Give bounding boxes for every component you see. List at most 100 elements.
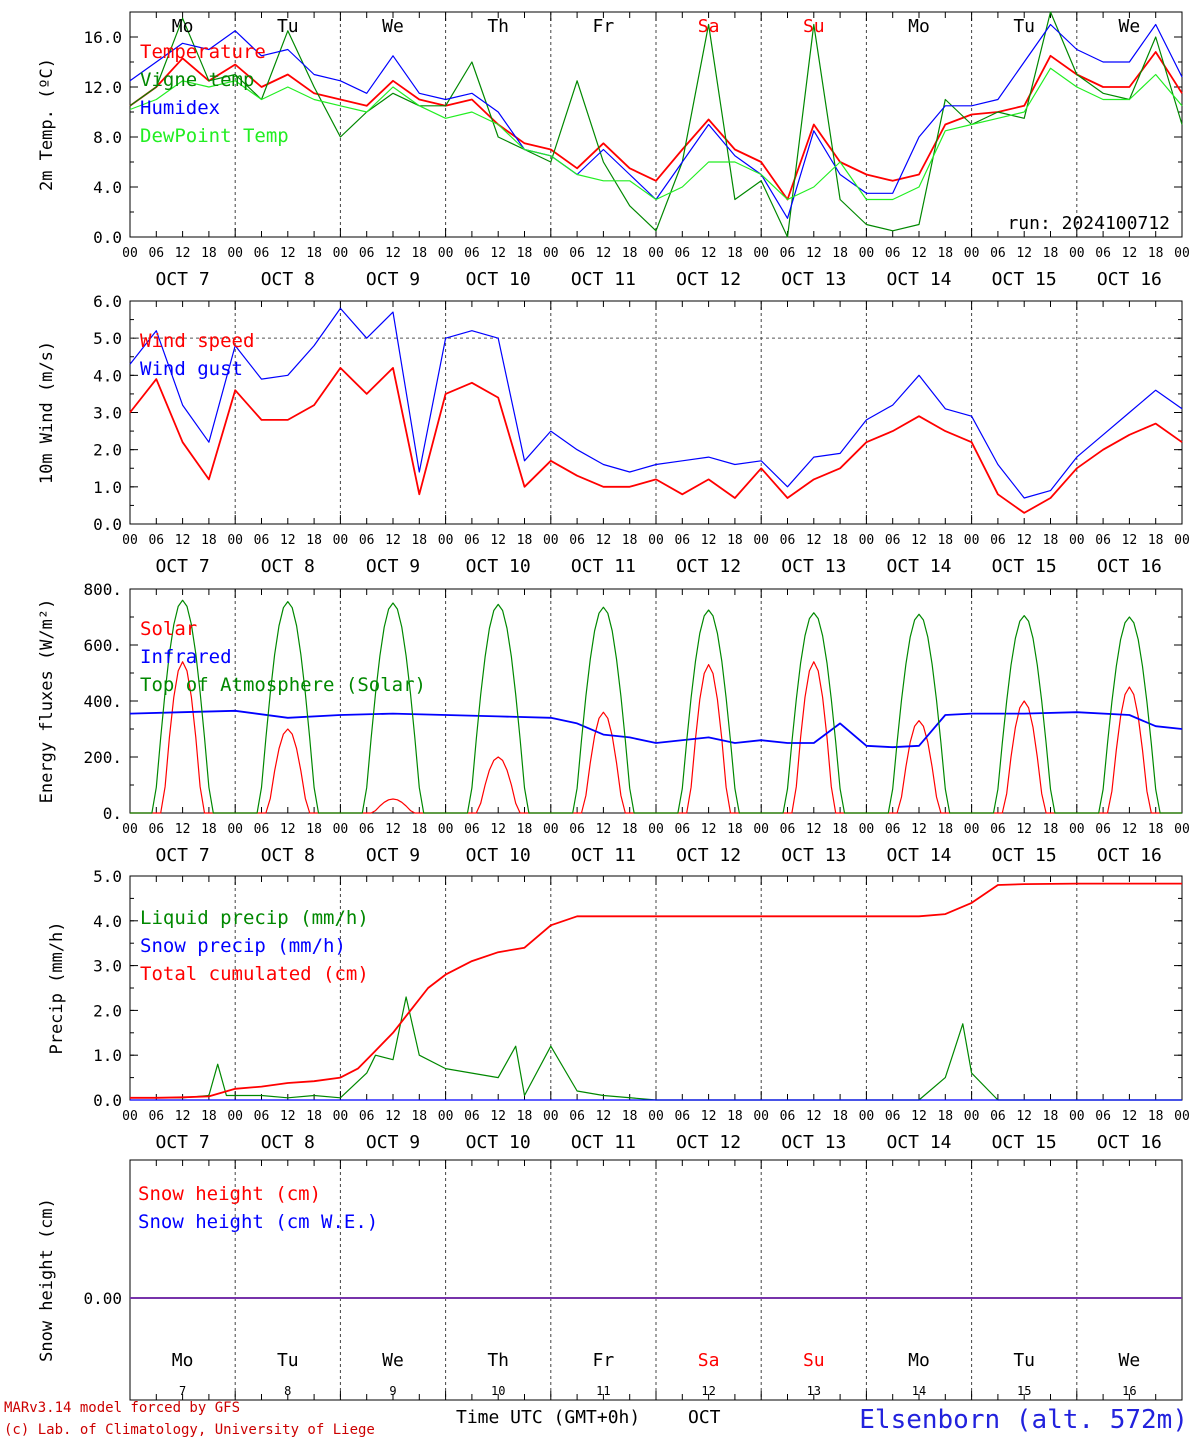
hour-tick-label: 18 xyxy=(201,246,217,261)
hour-tick-label: 06 xyxy=(148,533,164,548)
date-label: OCT 14 xyxy=(886,269,951,290)
hour-tick-label: 12 xyxy=(490,1109,506,1124)
hour-tick-label: 18 xyxy=(201,533,217,548)
date-label: OCT 8 xyxy=(261,269,315,290)
hour-tick-label: 00 xyxy=(1174,246,1190,261)
weekday-label: Su xyxy=(803,16,825,37)
legend-entry: Wind gust xyxy=(140,358,243,380)
legend-entry: Humidex xyxy=(140,97,220,119)
series-line xyxy=(129,11,1183,238)
y-tick-label: 4.0 xyxy=(93,178,122,197)
hour-tick-label: 00 xyxy=(1069,1109,1085,1124)
hour-tick-label: 06 xyxy=(990,533,1006,548)
hour-tick-label: 00 xyxy=(543,822,559,837)
day-number-label: 16 xyxy=(1122,1384,1136,1398)
hour-tick-label: 12 xyxy=(280,1109,296,1124)
series-line xyxy=(130,882,1182,1099)
weekday-label: We xyxy=(382,1350,404,1371)
hour-tick-label: 12 xyxy=(175,246,191,261)
hour-tick-label: 00 xyxy=(964,1109,980,1124)
hour-tick-label: 00 xyxy=(333,246,349,261)
hour-tick-label: 18 xyxy=(832,822,848,837)
weekday-label: Tu xyxy=(1013,16,1035,37)
hour-tick-label: 18 xyxy=(517,822,533,837)
hour-tick-label: 00 xyxy=(438,246,454,261)
hour-tick-label: 06 xyxy=(990,822,1006,837)
hour-tick-label: 06 xyxy=(359,822,375,837)
weekday-label: Th xyxy=(487,16,509,37)
hour-tick-label: 12 xyxy=(1122,533,1138,548)
hour-tick-label: 12 xyxy=(596,822,612,837)
hour-tick-label: 12 xyxy=(175,822,191,837)
date-label: OCT 11 xyxy=(571,845,636,866)
hour-tick-label: 00 xyxy=(1069,822,1085,837)
hour-tick-label: 06 xyxy=(148,246,164,261)
hour-tick-label: 12 xyxy=(385,822,401,837)
panel-wind xyxy=(129,300,1183,525)
y-axis-label: Snow height (cm) xyxy=(37,1198,57,1362)
hour-tick-label: 00 xyxy=(859,533,875,548)
date-label: OCT 13 xyxy=(781,1132,846,1153)
date-label: OCT 15 xyxy=(992,1132,1057,1153)
y-tick-label: 400. xyxy=(83,692,122,711)
run-annotation: run: 2024100712 xyxy=(1007,213,1170,234)
hour-tick-label: 06 xyxy=(569,822,585,837)
y-tick-label: 5.0 xyxy=(93,329,122,348)
legend-entry: Infrared xyxy=(140,646,232,668)
hour-tick-label: 12 xyxy=(490,822,506,837)
hour-tick-label: 00 xyxy=(648,533,664,548)
hour-tick-label: 06 xyxy=(780,533,796,548)
date-label: OCT 11 xyxy=(571,1132,636,1153)
hour-tick-label: 00 xyxy=(859,1109,875,1124)
time-axis-label: Time UTC (GMT+0h) xyxy=(456,1407,640,1428)
hour-tick-label: 18 xyxy=(937,246,953,261)
panel-frame xyxy=(129,300,1183,525)
y-axis-label: Precip (mm/h) xyxy=(47,921,67,1054)
hour-tick-label: 12 xyxy=(1122,1109,1138,1124)
y-tick-label: 1.0 xyxy=(93,1046,122,1065)
hour-tick-label: 18 xyxy=(622,246,638,261)
day-number-label: 7 xyxy=(179,1384,186,1398)
y-tick-label: 200. xyxy=(83,748,122,767)
y-tick-label: 2.0 xyxy=(93,1001,122,1020)
y-tick-label: 600. xyxy=(83,636,122,655)
hour-tick-label: 18 xyxy=(622,533,638,548)
y-axis-label: 2m Temp. (ºC) xyxy=(37,58,57,191)
hour-tick-label: 18 xyxy=(622,1109,638,1124)
date-label: OCT 12 xyxy=(676,556,741,577)
hour-tick-label: 00 xyxy=(1069,533,1085,548)
hour-tick-label: 06 xyxy=(1095,246,1111,261)
hour-tick-label: 06 xyxy=(254,246,270,261)
hour-tick-label: 00 xyxy=(543,1109,559,1124)
y-tick-label: 1.0 xyxy=(93,478,122,497)
hour-tick-label: 06 xyxy=(148,1109,164,1124)
hour-tick-label: 12 xyxy=(911,246,927,261)
hour-tick-label: 18 xyxy=(937,533,953,548)
y-tick-label: 0.0 xyxy=(93,515,122,534)
hour-tick-label: 06 xyxy=(464,822,480,837)
legend-entry: Wind speed xyxy=(140,330,254,352)
hour-tick-label: 18 xyxy=(1148,822,1164,837)
hour-tick-label: 12 xyxy=(701,246,717,261)
hour-tick-label: 06 xyxy=(674,533,690,548)
date-label: OCT 8 xyxy=(261,556,315,577)
hour-tick-label: 18 xyxy=(727,1109,743,1124)
hour-tick-label: 06 xyxy=(1095,533,1111,548)
hour-tick-label: 18 xyxy=(727,822,743,837)
y-tick-label: 3.0 xyxy=(93,404,122,423)
hour-tick-label: 00 xyxy=(648,822,664,837)
hour-tick-label: 00 xyxy=(753,822,769,837)
panel-snow xyxy=(129,1159,1183,1401)
hour-tick-label: 06 xyxy=(885,1109,901,1124)
hour-tick-label: 12 xyxy=(490,533,506,548)
date-label: OCT 13 xyxy=(781,556,846,577)
y-tick-label: 0.0 xyxy=(93,228,122,247)
hour-tick-label: 00 xyxy=(1069,246,1085,261)
y-tick-label: 0. xyxy=(103,804,122,823)
day-number-label: 15 xyxy=(1017,1384,1031,1398)
weekday-label: Mo xyxy=(908,1350,930,1371)
hour-tick-label: 06 xyxy=(464,533,480,548)
date-label: OCT 9 xyxy=(366,1132,420,1153)
month-label: OCT xyxy=(688,1407,721,1428)
hour-tick-label: 18 xyxy=(1148,533,1164,548)
